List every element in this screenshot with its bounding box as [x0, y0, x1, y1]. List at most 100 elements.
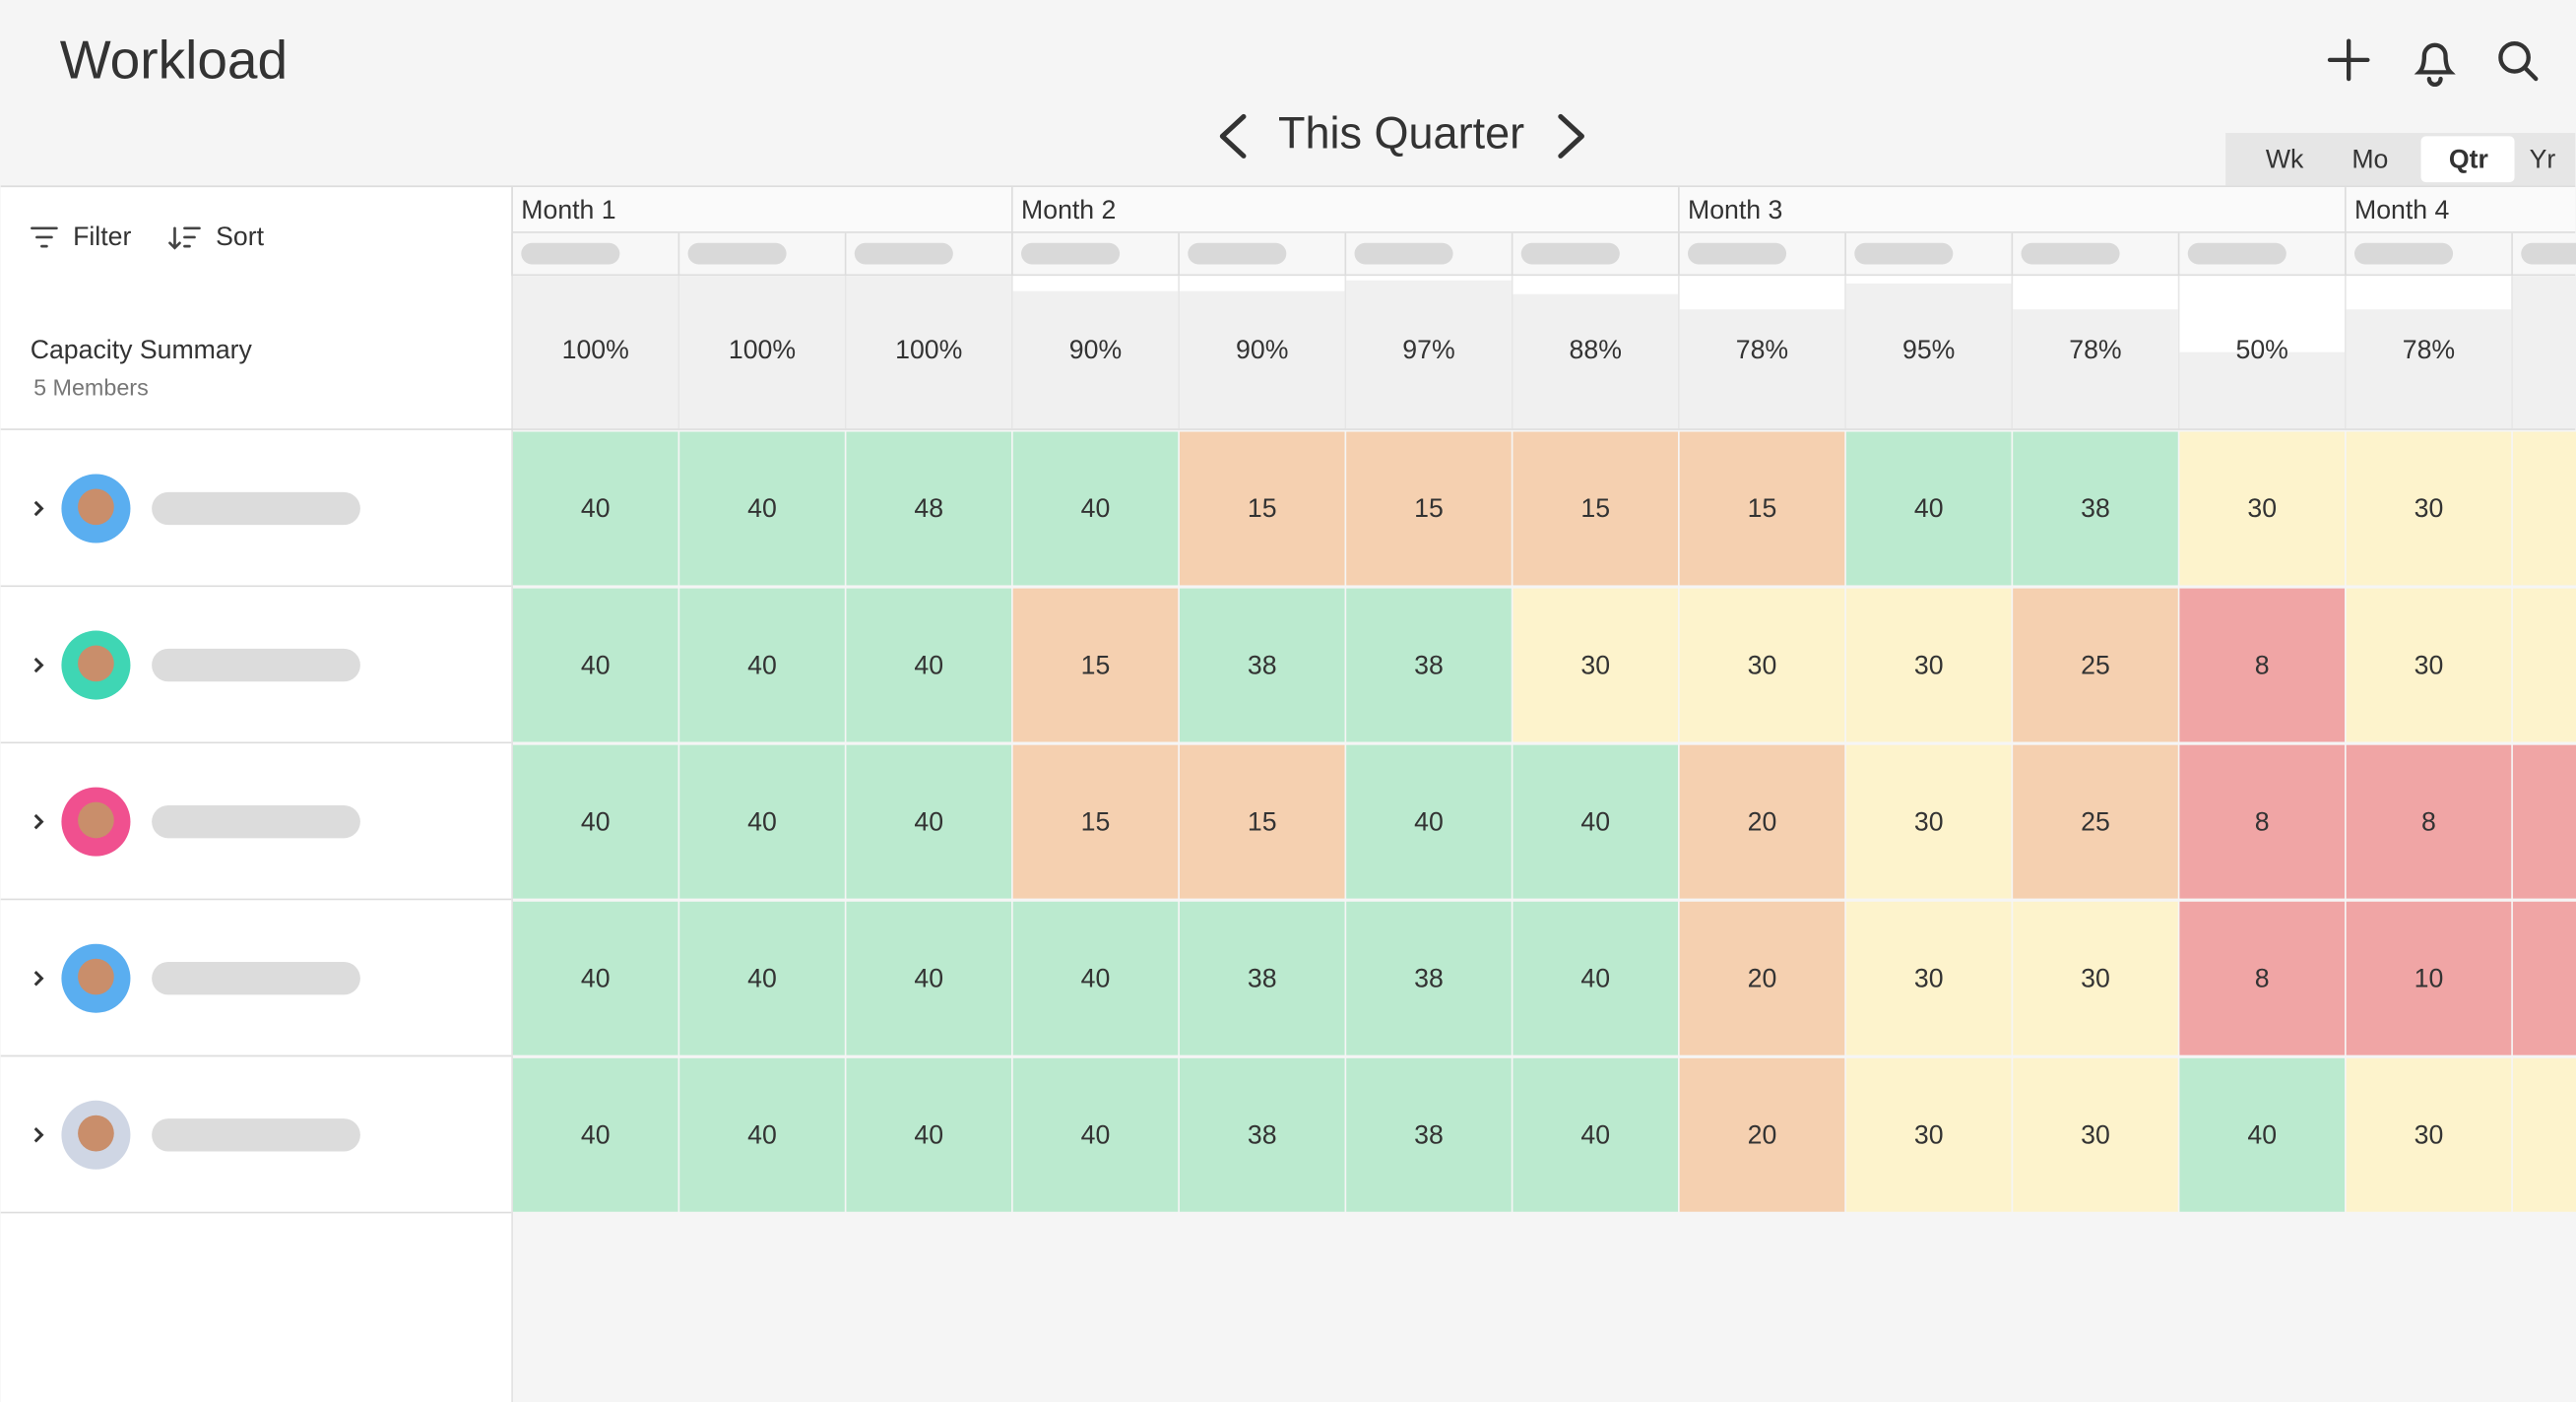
workload-cell [512, 1057, 678, 1212]
workload-value: 40 [581, 963, 611, 992]
workload-value: 30 [1914, 1120, 1944, 1150]
add-button[interactable] [2327, 38, 2370, 82]
workload-cell [2013, 901, 2178, 1055]
capacity-fill [1179, 290, 1345, 429]
workload-value: 15 [1248, 806, 1277, 836]
workload-value: 30 [1580, 650, 1610, 679]
capacity-label: 90% [1236, 335, 1288, 364]
workload-cell [2179, 1057, 2346, 1212]
workload-cell [1346, 1057, 1512, 1212]
week-placeholder [2521, 242, 2576, 265]
workload-value: 15 [1081, 806, 1111, 836]
workload-value: 8 [2255, 650, 2270, 679]
workload-cell [1346, 431, 1512, 586]
workload-value: 38 [1414, 963, 1444, 992]
workload-cell [2013, 588, 2178, 742]
workload-value: 40 [581, 650, 611, 679]
capacity-fill [2512, 276, 2576, 429]
workload-value: 40 [747, 650, 777, 679]
workload-value: 40 [1081, 963, 1111, 992]
week-placeholder [2354, 242, 2454, 265]
workload-value: 38 [2081, 493, 2110, 523]
workload-cell [1679, 901, 1845, 1055]
next-period[interactable] [1558, 113, 1584, 159]
workload-value: 30 [2081, 963, 2110, 992]
workload-value: 15 [1248, 493, 1277, 523]
capacity-fill [679, 276, 845, 429]
workload-cell [1179, 1057, 1345, 1212]
workload-cell [512, 588, 678, 742]
view-option[interactable]: Mo [2351, 144, 2388, 173]
previous-period[interactable] [1219, 113, 1247, 159]
workload-cell [1012, 901, 1179, 1055]
capacity-fill [2013, 309, 2178, 429]
workload-value: 48 [914, 493, 943, 523]
workload-value: 30 [2415, 650, 2444, 679]
view-switcher [2225, 133, 2576, 186]
view-option[interactable]: Qtr [2449, 144, 2488, 173]
expand-toggle[interactable] [33, 1127, 44, 1143]
capacity-label: 78% [1736, 335, 1788, 364]
workload-value: 30 [2415, 1120, 2444, 1150]
view-option[interactable]: Yr [2530, 144, 2556, 173]
workload-cell [1179, 901, 1345, 1055]
expand-toggle[interactable] [33, 500, 44, 517]
workload-cell [2013, 1057, 2178, 1212]
avatar-face [78, 801, 114, 839]
workload-cell [1179, 744, 1345, 899]
workload-cell [1513, 744, 1679, 899]
workload-cell [2346, 1057, 2512, 1212]
notifications-button[interactable] [2414, 42, 2456, 88]
week-placeholder [521, 242, 620, 265]
workload-value: 20 [1748, 806, 1777, 836]
workload-cell [679, 744, 845, 899]
expand-toggle[interactable] [33, 813, 44, 830]
workload-value: 15 [1748, 493, 1777, 523]
expand-toggle[interactable] [33, 970, 44, 987]
name-placeholder [152, 1118, 360, 1152]
workload-value: 40 [1414, 806, 1444, 836]
workload-value: 40 [914, 650, 943, 679]
workload-cell [2179, 431, 2346, 586]
search-button[interactable] [2498, 41, 2539, 82]
name-placeholder [152, 648, 360, 682]
toolbar-icons [2327, 38, 2539, 88]
view-option[interactable]: Wk [2266, 144, 2304, 173]
workload-value: 8 [2421, 806, 2436, 836]
workload-value: 30 [2247, 493, 2277, 523]
workload-cell [2179, 588, 2346, 742]
week-placeholder [687, 242, 787, 265]
capacity-label: 100% [729, 335, 796, 364]
workload-cell [1845, 588, 2012, 742]
workload-value: 40 [1914, 493, 1944, 523]
workload-cell [1845, 431, 2012, 586]
workload-cell [846, 901, 1012, 1055]
filter-button[interactable]: Filter [73, 222, 131, 251]
workload-value: 38 [1414, 650, 1444, 679]
capacity-fill [846, 276, 1012, 429]
capacity-label: 78% [2403, 335, 2455, 364]
workload-cell [2013, 744, 2178, 899]
capacity-fill [2346, 309, 2512, 429]
workload-cell [1513, 901, 1679, 1055]
capacity-fill [1012, 290, 1179, 429]
workload-value: 40 [914, 806, 943, 836]
week-placeholder [1021, 242, 1121, 265]
workload-cell [846, 431, 1012, 586]
workload-cell [846, 744, 1012, 899]
workload-value: 15 [1414, 493, 1444, 523]
sort-button[interactable]: Sort [216, 222, 264, 251]
workload-cell [512, 901, 678, 1055]
workload-cell-partial [2512, 901, 2576, 1055]
workload-value: 8 [2255, 806, 2270, 836]
workload-value: 40 [1081, 1120, 1111, 1150]
workload-value: 38 [1248, 963, 1277, 992]
workload-value: 40 [581, 493, 611, 523]
workload-value: 8 [2255, 963, 2270, 992]
workload-cell [846, 588, 1012, 742]
workload-value: 25 [2081, 650, 2110, 679]
capacity-title: Capacity Summary [31, 335, 253, 364]
workload-cell-partial [2512, 431, 2576, 586]
expand-toggle[interactable] [33, 657, 44, 673]
